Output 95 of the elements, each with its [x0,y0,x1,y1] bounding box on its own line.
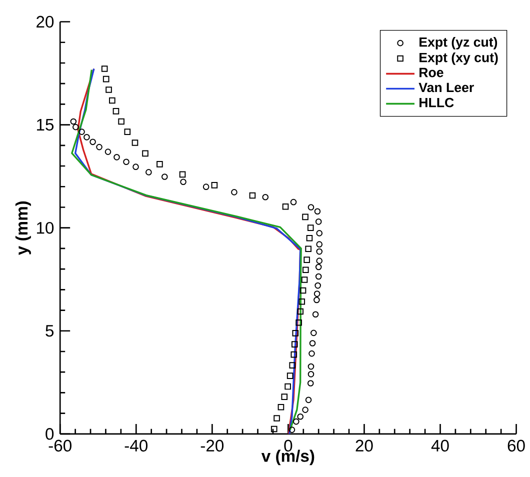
point [109,97,116,104]
point [286,372,294,379]
point [96,144,102,150]
point [289,362,296,368]
point [300,287,306,294]
point [307,224,314,231]
point [104,148,112,155]
legend-label: Van Leer [418,82,474,92]
point [161,174,168,180]
point [314,296,320,304]
point [274,415,280,422]
point [302,406,308,413]
y-tick-label: 10 [37,222,54,234]
point [291,341,298,348]
point [278,404,284,410]
point [293,418,300,425]
point [132,140,138,146]
point [306,234,313,242]
point [288,426,296,433]
point [123,158,130,166]
point [316,248,323,255]
point [308,370,314,378]
point [296,319,302,326]
point [309,340,316,346]
point [114,154,120,160]
point [84,134,90,140]
point [292,330,299,336]
point [101,66,108,72]
point [316,258,323,264]
x-tick-label: 20 [356,440,373,452]
point [316,241,323,248]
point [231,189,238,196]
point [314,290,320,297]
point [304,256,310,263]
point [302,214,308,220]
point [142,150,148,157]
x-tick-label: -60 [48,440,72,452]
point [90,138,96,146]
point [315,264,322,270]
point [124,128,131,135]
point [305,396,312,404]
y-tick-label: 20 [36,16,54,28]
point [262,194,269,200]
point [308,363,314,370]
point [290,198,297,206]
legend-label: Roe [420,68,444,78]
y-tick-label: 0 [46,428,54,440]
point [156,161,163,168]
point [118,118,124,125]
x-tick-label: -20 [200,440,224,452]
point [211,182,218,188]
point [301,276,308,283]
point [310,330,317,336]
x-tick-label: -40 [124,440,148,452]
legend-label: Expt (xy cut) [420,52,498,65]
point [132,164,139,170]
y-tick-label: 5 [46,325,54,337]
point [297,308,304,315]
point [307,380,314,386]
point [78,128,85,135]
x-axis-title: v (m/s) [261,450,314,466]
y-axis-title: y (mm) [15,201,31,255]
point [112,108,120,114]
point [282,203,289,210]
point [312,311,319,318]
point [102,76,110,82]
x-tick-label: 40 [431,440,449,452]
point [284,383,291,390]
point [302,266,309,274]
point [281,394,288,400]
point [315,273,322,280]
y-tick-label: 15 [37,118,54,131]
point [72,124,79,130]
point [308,204,314,210]
point [180,178,186,186]
point [202,184,210,190]
point [106,86,112,93]
point [297,413,304,420]
point [270,426,278,432]
point [315,218,322,225]
legend-label: Expt (yz cut) [420,36,498,50]
point [290,351,298,358]
point [314,282,321,289]
point [305,246,312,252]
point [298,298,306,305]
x-tick-label: 60 [508,440,525,452]
point [70,118,77,125]
point [314,208,321,215]
point [308,350,315,357]
point [249,192,256,199]
legend-label: HLLC [420,98,454,108]
point [179,171,186,178]
x-tick-label: 0 [284,440,292,452]
point [146,169,152,176]
point [316,230,323,236]
